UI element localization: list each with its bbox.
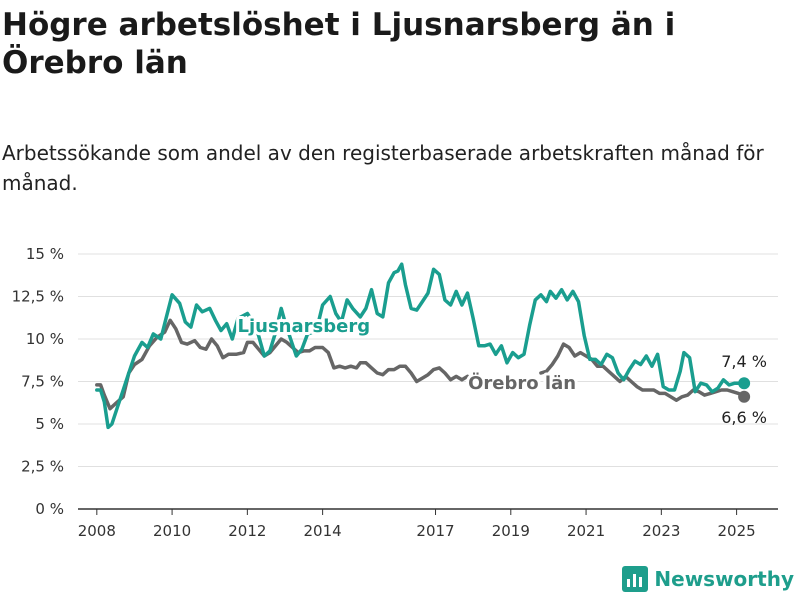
newsworthy-logo: Newsworthy [622, 564, 794, 594]
x-tick-label: 2025 [718, 522, 756, 540]
x-tick-label: 2019 [492, 522, 530, 540]
y-tick-label: 10 % [26, 330, 64, 348]
chart-title: Högre arbetslöshet i Ljusnarsberg än i Ö… [2, 7, 676, 81]
x-axis: 2008 2010 2012 2014 2017 2019 2021 2023 2025 [78, 509, 756, 540]
end-point-ljusnarsberg [738, 377, 751, 390]
series-label-ljusnarsberg-halo: Ljusnarsberg [238, 316, 371, 337]
end-value-ljusnarsberg: 7,4 % [721, 352, 767, 371]
series-line-ljusnarsberg [95, 262, 746, 430]
y-tick-label: 7,5 % [21, 373, 64, 391]
brand-name: Newsworthy [654, 567, 794, 591]
end-point-orebro-lan [738, 390, 751, 403]
series-label-orebro-lan: Örebro län [468, 372, 576, 394]
series-label-orebro-lan-halo: Örebro län [468, 372, 576, 394]
x-tick-label: 2021 [567, 522, 605, 540]
y-tick-label: 2,5 % [21, 458, 64, 476]
y-tick-label: 5 % [35, 415, 64, 433]
y-axis: 0 % 2,5 % 5 % 7,5 % 10 % 12,5 % 15 % [12, 245, 64, 518]
x-tick-label: 2010 [153, 522, 191, 540]
x-tick-label: 2017 [416, 522, 454, 540]
chart-subtitle: Arbetssökande som andel av den registerb… [2, 141, 764, 195]
series-lines [95, 262, 751, 430]
series-line-orebro-lan [95, 318, 746, 411]
y-tick-label: 12,5 % [12, 288, 64, 306]
x-tick-label: 2014 [304, 522, 342, 540]
x-tick-label: 2008 [78, 522, 116, 540]
y-tick-label: 0 % [35, 500, 64, 518]
x-tick-label: 2023 [642, 522, 680, 540]
y-tick-label: 15 % [26, 245, 64, 263]
series-label-ljusnarsberg: Ljusnarsberg [238, 316, 371, 337]
line-chart: 0 %2,5 %5 %7,5 %10 %12,5 %15 % 2008 2010 2… [12, 245, 778, 540]
x-tick-label: 2012 [228, 522, 266, 540]
end-value-orebro-lan: 6,6 % [721, 408, 767, 427]
bar-chart-logo-icon [622, 566, 649, 592]
